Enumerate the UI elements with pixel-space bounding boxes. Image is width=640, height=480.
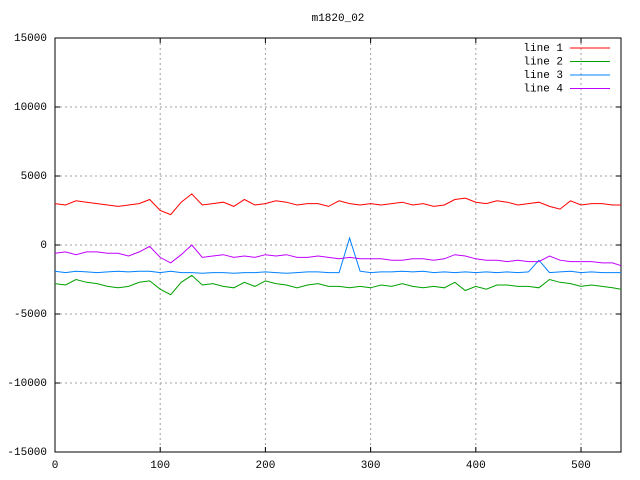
legend-label: line 1 xyxy=(523,43,563,55)
y-tick-label: -5000 xyxy=(14,309,47,321)
x-tick-label: 300 xyxy=(361,460,381,472)
data-line xyxy=(54,236,621,274)
data-line xyxy=(54,193,621,216)
x-tick-label: 100 xyxy=(150,460,170,472)
y-tick-label: 0 xyxy=(40,240,47,252)
data-line xyxy=(54,244,622,267)
x-tick-label: 500 xyxy=(571,460,591,472)
x-tick-label: 400 xyxy=(466,460,486,472)
y-tick-label: 15000 xyxy=(14,33,47,45)
legend-label: line 4 xyxy=(523,83,563,95)
legend-label: line 2 xyxy=(523,56,563,68)
x-tick-label: 0 xyxy=(52,460,59,472)
y-tick-label: 10000 xyxy=(14,102,47,114)
y-tick-label: -10000 xyxy=(7,378,47,390)
legend-label: line 3 xyxy=(523,70,563,82)
plot-frame xyxy=(54,37,622,453)
data-line xyxy=(54,274,622,296)
x-tick-label: 200 xyxy=(256,460,276,472)
chart-title: m1820_02 xyxy=(312,13,365,25)
y-tick-label: -15000 xyxy=(7,447,47,459)
y-tick-label: 5000 xyxy=(21,171,47,183)
